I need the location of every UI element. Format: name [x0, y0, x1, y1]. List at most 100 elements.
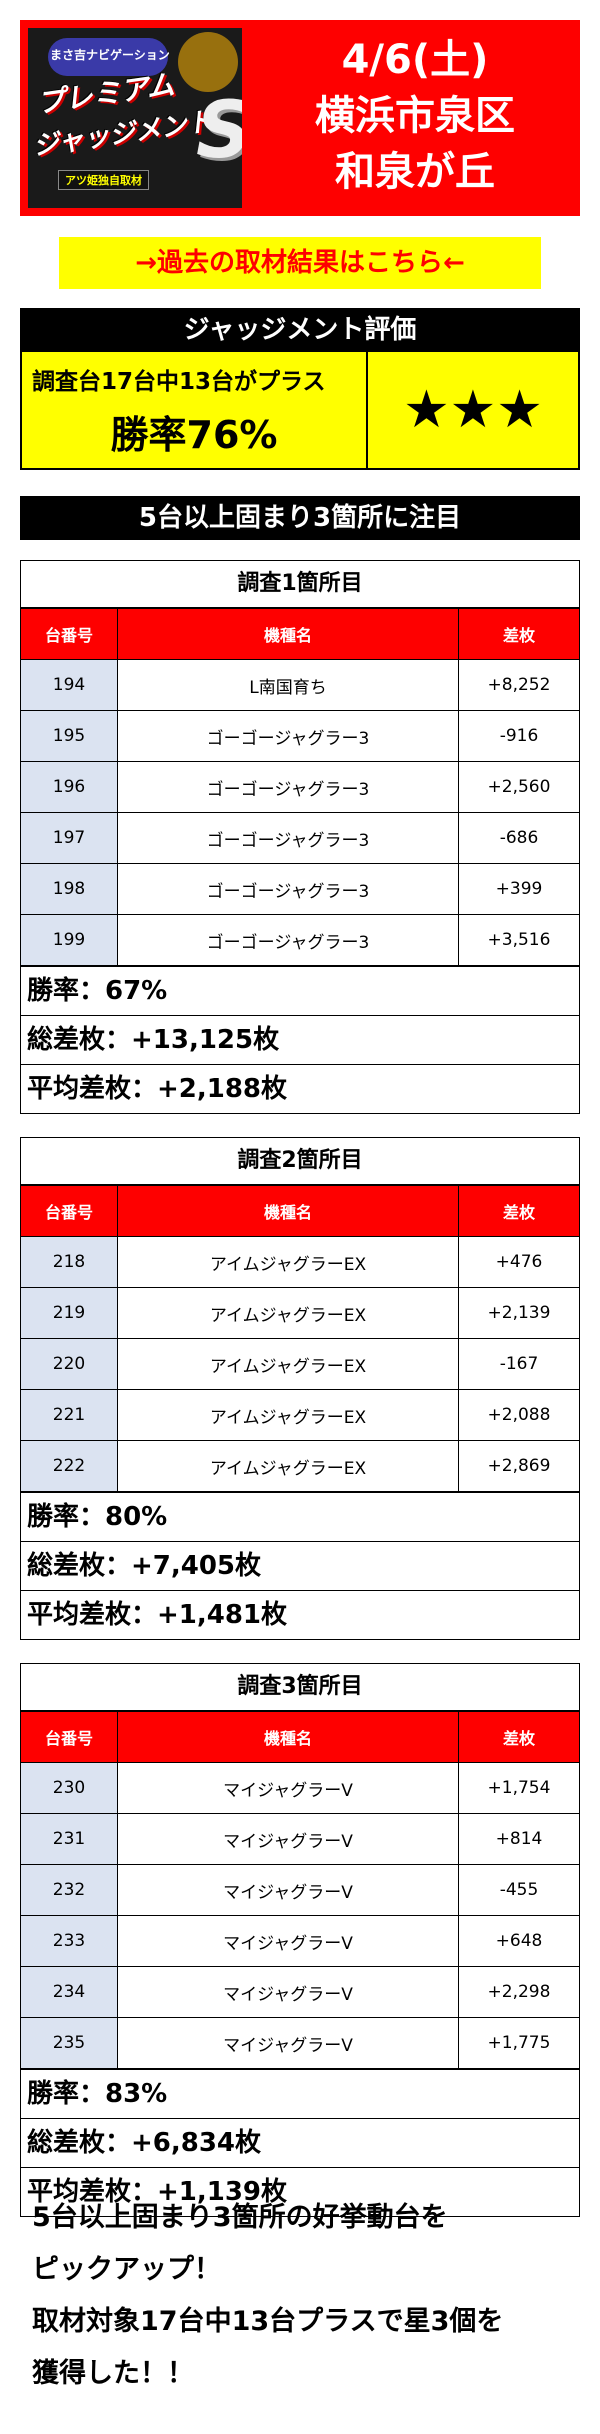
- focus-banner: 5台以上固まり3箇所に注目: [20, 496, 580, 540]
- machine-name: マイジャグラーV: [117, 1813, 459, 1865]
- machine-number: 196: [21, 761, 118, 813]
- table-header-row: 台番号 機種名 差枚: [21, 608, 579, 660]
- machine-name: ゴーゴージャグラー3: [117, 863, 459, 915]
- coin-difference: +2,088: [458, 1389, 579, 1441]
- column-header-machine: 機種名: [117, 1711, 459, 1763]
- table-row: 220 アイムジャグラーEX -167: [21, 1338, 579, 1390]
- machine-name: マイジャグラーV: [117, 1762, 459, 1814]
- machine-number: 199: [21, 914, 118, 966]
- results-table: 台番号 機種名 差枚 218 アイムジャグラーEX +476 219 アイムジャグラー…: [21, 1185, 579, 1492]
- section-average-diff: 平均差枚：+2,188枚: [21, 1064, 579, 1113]
- machine-name: ゴーゴージャグラー3: [117, 812, 459, 864]
- table-row: 233 マイジャグラーV +648: [21, 1915, 579, 1967]
- table-row: 196 ゴーゴージャグラー3 +2,560: [21, 761, 579, 813]
- machine-number: 221: [21, 1389, 118, 1441]
- machine-number: 234: [21, 1966, 118, 2018]
- column-header-number: 台番号: [21, 608, 118, 660]
- machine-name: マイジャグラーV: [117, 1966, 459, 2018]
- machine-name: マイジャグラーV: [117, 1864, 459, 1916]
- header-info: 4/6(土) 横浜市泉区 和泉が丘: [250, 32, 580, 200]
- conclusion-line: 5台以上固まり3箇所の好挙動台を: [32, 2202, 448, 2233]
- table-row: 219 アイムジャグラーEX +2,139: [21, 1287, 579, 1339]
- section-title: 調査1箇所目: [21, 561, 579, 608]
- table-row: 231 マイジャグラーV +814: [21, 1813, 579, 1865]
- results-table: 台番号 機種名 差枚 194 L南国育ち +8,252 195 ゴーゴージャグラー3-…: [21, 608, 579, 966]
- coin-difference: +648: [458, 1915, 579, 1967]
- judgment-condition: 調査台17台中13台がプラス: [32, 369, 326, 395]
- star-rating-icon: ★★★: [403, 380, 543, 440]
- column-header-machine: 機種名: [117, 1185, 459, 1237]
- coin-difference: +814: [458, 1813, 579, 1865]
- conclusion-line: ピックアップ！: [32, 2254, 221, 2285]
- machine-name: L南国育ち: [117, 659, 459, 711]
- judgment-title: ジャッジメント評価: [20, 308, 580, 352]
- logo-ornament-icon: [178, 32, 238, 92]
- table-row: 195 ゴーゴージャグラー3 -916: [21, 710, 579, 762]
- judgment-box: ジャッジメント評価 調査台17台中13台がプラス 勝率76% ★★★: [20, 308, 580, 470]
- table-header-row: 台番号 機種名 差枚: [21, 1185, 579, 1237]
- machine-name: アイムジャグラーEX: [117, 1287, 459, 1339]
- machine-name: アイムジャグラーEX: [117, 1389, 459, 1441]
- coin-difference: -686: [458, 812, 579, 864]
- table-row: 221 アイムジャグラーEX +2,088: [21, 1389, 579, 1441]
- coin-difference: +1,775: [458, 2017, 579, 2069]
- coin-difference: +399: [458, 863, 579, 915]
- table-row: 222 アイムジャグラーEX +2,869: [21, 1440, 579, 1492]
- machine-number: 232: [21, 1864, 118, 1916]
- judgment-win-rate: 勝率76%: [110, 413, 278, 457]
- section-win-rate: 勝率：83%: [21, 2069, 579, 2118]
- column-header-number: 台番号: [21, 1711, 118, 1763]
- machine-name: アイムジャグラーEX: [117, 1338, 459, 1390]
- table-row: 230 マイジャグラーV +1,754: [21, 1762, 579, 1814]
- column-header-machine: 機種名: [117, 608, 459, 660]
- column-header-diff: 差枚: [458, 1711, 579, 1763]
- conclusion-line: 獲得した！！: [32, 2358, 194, 2389]
- coin-difference: +2,139: [458, 1287, 579, 1339]
- column-header-number: 台番号: [21, 1185, 118, 1237]
- coin-difference: +476: [458, 1236, 579, 1288]
- machine-name: アイムジャグラーEX: [117, 1236, 459, 1288]
- section-win-rate: 勝率：67%: [21, 966, 579, 1015]
- coin-difference: +1,754: [458, 1762, 579, 1814]
- machine-number: 233: [21, 1915, 118, 1967]
- machine-number: 220: [21, 1338, 118, 1390]
- logo-top-text: まさ吉ナビゲーション: [50, 48, 170, 62]
- table-row: 235 マイジャグラーV +1,775: [21, 2017, 579, 2069]
- header-date: 4/6(土): [341, 37, 489, 83]
- table-row: 199 ゴーゴージャグラー3 +3,516: [21, 914, 579, 966]
- table-header-row: 台番号 機種名 差枚: [21, 1711, 579, 1763]
- machine-number: 198: [21, 863, 118, 915]
- header-location: 和泉が丘: [335, 149, 495, 195]
- section-win-rate: 勝率：80%: [21, 1492, 579, 1541]
- machine-number: 218: [21, 1236, 118, 1288]
- table-row: 218 アイムジャグラーEX +476: [21, 1236, 579, 1288]
- table-row: 197 ゴーゴージャグラー3 -686: [21, 812, 579, 864]
- machine-number: 197: [21, 812, 118, 864]
- section-average-diff: 平均差枚：+1,139枚: [21, 2167, 579, 2216]
- past-results-link[interactable]: →過去の取材結果はこちら←: [59, 237, 541, 289]
- coin-difference: +3,516: [458, 914, 579, 966]
- column-header-diff: 差枚: [458, 608, 579, 660]
- machine-number: 231: [21, 1813, 118, 1865]
- logo-letter: S: [196, 86, 242, 176]
- coin-difference: +8,252: [458, 659, 579, 711]
- coin-difference: -167: [458, 1338, 579, 1390]
- coin-difference: +2,298: [458, 1966, 579, 2018]
- survey-section-3: 調査3箇所目 台番号 機種名 差枚 230 マイジャグラーV +1,754 231 マ…: [20, 1663, 580, 2217]
- results-table: 台番号 機種名 差枚 230 マイジャグラーV +1,754 231 マイジャグラーV…: [21, 1711, 579, 2069]
- section-title: 調査3箇所目: [21, 1664, 579, 1711]
- machine-name: ゴーゴージャグラー3: [117, 761, 459, 813]
- section-total-diff: 総差枚：+13,125枚: [21, 1015, 579, 1064]
- table-row: 194 L南国育ち +8,252: [21, 659, 579, 711]
- machine-name: アイムジャグラーEX: [117, 1440, 459, 1492]
- section-total-diff: 総差枚：+7,405枚: [21, 1541, 579, 1590]
- conclusion-line: 取材対象17台中13台プラスで星3個を: [32, 2306, 504, 2337]
- logo-badge: [48, 38, 168, 76]
- section-title: 調査2箇所目: [21, 1138, 579, 1185]
- conclusion-text: 5台以上固まり3箇所の好挙動台を ピックアップ！ 取材対象17台中13台プラスで…: [32, 2192, 580, 2400]
- coin-difference: -455: [458, 1864, 579, 1916]
- section-average-diff: 平均差枚：+1,481枚: [21, 1590, 579, 1639]
- judgment-summary: 調査台17台中13台がプラス 勝率76%: [22, 352, 368, 468]
- table-row: 232 マイジャグラーV -455: [21, 1864, 579, 1916]
- machine-name: ゴーゴージャグラー3: [117, 914, 459, 966]
